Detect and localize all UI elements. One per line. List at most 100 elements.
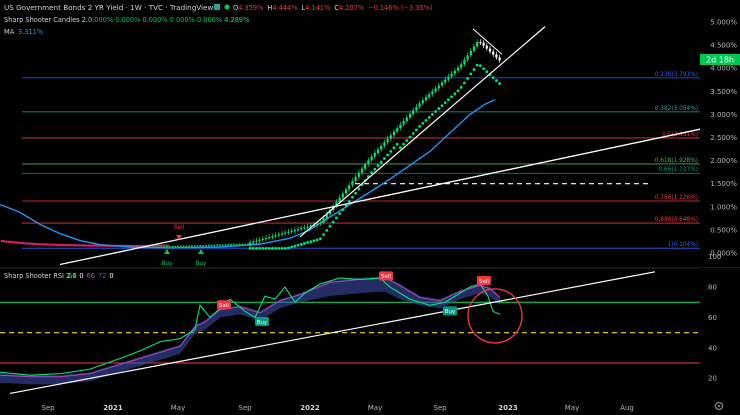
trail-dot: [255, 246, 258, 250]
pre-dot: [57, 243, 60, 247]
candle-body: [479, 42, 482, 44]
pre-dot: [89, 244, 92, 247]
candle-body: [408, 113, 412, 118]
trail-dot: [389, 149, 393, 153]
trail-dot: [475, 63, 479, 67]
candles: [248, 39, 501, 250]
candle-body: [415, 106, 418, 111]
pre-dot: [95, 244, 98, 247]
candle-body: [431, 91, 434, 95]
ohlc-value-h: 4.444%: [272, 4, 297, 12]
price-tick: 0.000%: [710, 250, 737, 258]
time-tick: May: [565, 404, 579, 412]
trail-dot: [485, 70, 489, 74]
rsi-value-2: 66: [87, 272, 95, 280]
candle-body: [344, 189, 348, 194]
candle-body: [453, 70, 456, 74]
candle-body: [460, 64, 463, 68]
trail-dot: [383, 157, 386, 160]
pre-dot: [78, 244, 81, 247]
base-dot: [185, 245, 188, 248]
ohlc-key-o: O: [233, 4, 238, 12]
indicator2-name[interactable]: MA: [4, 28, 15, 36]
rsi-scale-bg: [700, 268, 740, 398]
candle-body: [268, 237, 271, 239]
trail-dot: [450, 95, 453, 99]
candle-body: [389, 135, 392, 139]
pre-dot: [68, 244, 71, 247]
candle-body: [264, 237, 268, 240]
rsi-name[interactable]: Sharp Shooter RSI 2.0: [4, 272, 77, 280]
candle-body: [348, 185, 351, 190]
pre-dot: [21, 241, 25, 245]
trail-dot: [495, 79, 498, 82]
indicator1-name[interactable]: Sharp Shooter Candles 2.0: [4, 16, 92, 24]
ohlc-key-l: L: [301, 4, 305, 12]
base-dot: [224, 243, 227, 246]
pre-dot: [17, 241, 20, 245]
trail-dot: [421, 121, 425, 125]
rsi-value-3: 72: [98, 272, 106, 280]
price-tick: 4.500%: [710, 42, 737, 50]
time-tick: May: [368, 404, 382, 412]
candle-body: [277, 234, 280, 236]
candle-body: [492, 51, 495, 55]
rsi-legend: Sharp Shooter RSI 2.0 61 0 66 72 0: [4, 272, 114, 280]
candle-body: [306, 226, 309, 228]
symbol-title[interactable]: US Government Bonds 2 YR Yield · 1W · TV…: [4, 3, 213, 12]
candle-body: [437, 85, 440, 89]
indicator1-last: 4.289%: [224, 16, 249, 24]
ohlc-value-l: 4.141%: [305, 4, 330, 12]
base-dot: [210, 244, 213, 247]
trail-dot: [319, 237, 322, 241]
price-tick: 4.000%: [710, 65, 737, 73]
trail-dot: [434, 110, 437, 113]
candle-body: [309, 225, 312, 227]
trail-dot: [351, 195, 354, 199]
price-tick: 3.500%: [710, 88, 737, 96]
base-dot: [188, 245, 191, 248]
trail-dot: [287, 246, 290, 250]
candle-body: [316, 223, 319, 225]
sell-signal-label: Sell: [174, 225, 185, 231]
time-axis-bg: [0, 398, 740, 415]
trail-dot: [418, 124, 421, 128]
ohlc-change: −0.146% (−3.35%): [368, 4, 432, 12]
candle-body: [402, 121, 405, 125]
base-dot: [227, 243, 230, 246]
pre-dot: [26, 242, 29, 245]
candle-body: [440, 82, 444, 86]
price-tick: 1.500%: [710, 180, 737, 188]
time-axis[interactable]: Sep 2021 May Sep 2022 May Sep 2023 May Aug: [41, 404, 633, 412]
candle-body: [472, 46, 476, 51]
pre-dot: [13, 241, 16, 244]
trail-dot: [312, 239, 316, 243]
base-dot: [193, 244, 196, 247]
trail-dot: [392, 146, 396, 150]
candle-body: [252, 241, 255, 243]
candle-body: [380, 145, 383, 150]
pre-dot: [2, 240, 6, 243]
candle-body: [405, 117, 408, 122]
trail-dot: [290, 245, 293, 249]
trail-dot: [293, 244, 297, 248]
base-dot: [221, 244, 224, 247]
settings-gear-icon[interactable]: [714, 401, 724, 411]
fib-label: 0.5(2.491%): [662, 132, 698, 138]
rsi-scale[interactable]: 100 80 60 40 20: [708, 253, 721, 383]
candle-body: [450, 73, 453, 77]
rally-trendline: [299, 26, 546, 238]
trail-dot: [395, 142, 399, 146]
candle-body: [447, 76, 450, 80]
trendlines[interactable]: [59, 26, 701, 266]
pre-dot: [36, 242, 39, 246]
trail-dot: [443, 101, 447, 105]
sell-arrow-icon: [176, 235, 182, 240]
trail-dot: [482, 67, 485, 71]
trail-dot: [325, 228, 329, 232]
candle-body: [495, 54, 498, 58]
ohlc-key-h: H: [267, 4, 272, 12]
price-scale[interactable]: 5.000% 4.500% 4.000% 3.500% 3.000% 2.500% 2.00…: [710, 19, 737, 258]
status-dot-icon: [224, 4, 230, 10]
